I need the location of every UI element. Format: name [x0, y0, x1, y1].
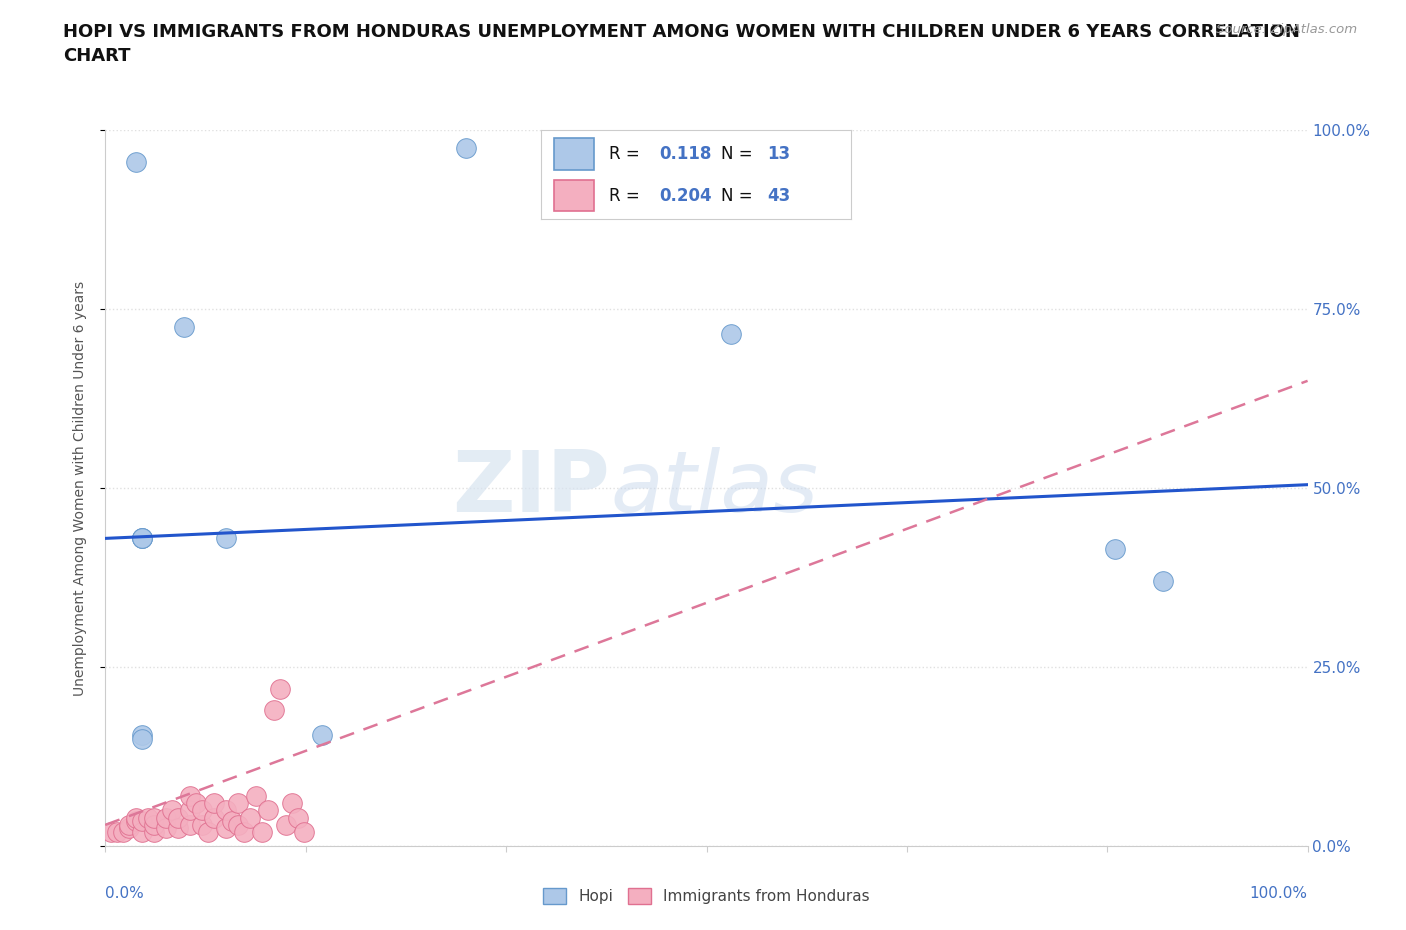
- Point: [131, 814, 153, 829]
- Point: [292, 825, 315, 840]
- Text: R =: R =: [609, 145, 645, 163]
- Point: [118, 821, 141, 836]
- Point: [155, 810, 177, 825]
- Point: [263, 703, 285, 718]
- Point: [131, 825, 153, 840]
- Point: [202, 810, 225, 825]
- Text: ZIP: ZIP: [453, 446, 610, 530]
- Text: atlas: atlas: [610, 446, 818, 530]
- Point: [107, 825, 129, 840]
- Point: [311, 728, 333, 743]
- Text: N =: N =: [721, 145, 758, 163]
- FancyBboxPatch shape: [554, 179, 593, 211]
- Point: [118, 817, 141, 832]
- Point: [720, 326, 742, 341]
- Point: [136, 810, 159, 825]
- Point: [202, 796, 225, 811]
- Text: Source: ZipAtlas.com: Source: ZipAtlas.com: [1216, 23, 1357, 36]
- Point: [131, 531, 153, 546]
- Point: [1152, 574, 1174, 589]
- Point: [112, 825, 135, 840]
- Point: [179, 804, 201, 818]
- Point: [250, 825, 273, 840]
- Point: [166, 821, 188, 836]
- Text: R =: R =: [609, 187, 645, 205]
- Point: [221, 814, 243, 829]
- Point: [256, 804, 278, 818]
- Point: [214, 821, 236, 836]
- Point: [131, 531, 153, 546]
- Point: [131, 531, 153, 546]
- Point: [190, 804, 212, 818]
- Point: [269, 682, 291, 697]
- Point: [232, 825, 254, 840]
- Point: [239, 810, 262, 825]
- Text: 13: 13: [768, 145, 790, 163]
- Point: [142, 810, 165, 825]
- Point: [214, 804, 236, 818]
- FancyBboxPatch shape: [554, 139, 593, 170]
- Text: 100.0%: 100.0%: [1250, 885, 1308, 900]
- Point: [131, 732, 153, 747]
- Point: [226, 817, 249, 832]
- Point: [287, 810, 309, 825]
- Point: [190, 817, 212, 832]
- Point: [100, 825, 122, 840]
- Point: [197, 825, 219, 840]
- Text: 43: 43: [768, 187, 790, 205]
- Point: [124, 810, 146, 825]
- Point: [142, 825, 165, 840]
- Point: [166, 810, 188, 825]
- Point: [124, 155, 146, 170]
- Point: [155, 821, 177, 836]
- Point: [281, 796, 304, 811]
- Point: [160, 804, 183, 818]
- Point: [454, 140, 477, 155]
- Text: 0.204: 0.204: [659, 187, 711, 205]
- Point: [142, 817, 165, 832]
- Point: [245, 789, 267, 804]
- Text: 0.118: 0.118: [659, 145, 711, 163]
- Point: [1104, 541, 1126, 556]
- Point: [173, 320, 195, 335]
- Point: [226, 796, 249, 811]
- Point: [179, 817, 201, 832]
- Text: 0.0%: 0.0%: [105, 885, 145, 900]
- Point: [274, 817, 297, 832]
- Legend: Hopi, Immigrants from Honduras: Hopi, Immigrants from Honduras: [537, 882, 876, 910]
- Text: N =: N =: [721, 187, 758, 205]
- Point: [131, 728, 153, 743]
- Text: HOPI VS IMMIGRANTS FROM HONDURAS UNEMPLOYMENT AMONG WOMEN WITH CHILDREN UNDER 6 : HOPI VS IMMIGRANTS FROM HONDURAS UNEMPLO…: [63, 23, 1301, 65]
- Point: [179, 789, 201, 804]
- Y-axis label: Unemployment Among Women with Children Under 6 years: Unemployment Among Women with Children U…: [73, 281, 87, 696]
- Point: [214, 531, 236, 546]
- Point: [184, 796, 207, 811]
- Point: [124, 814, 146, 829]
